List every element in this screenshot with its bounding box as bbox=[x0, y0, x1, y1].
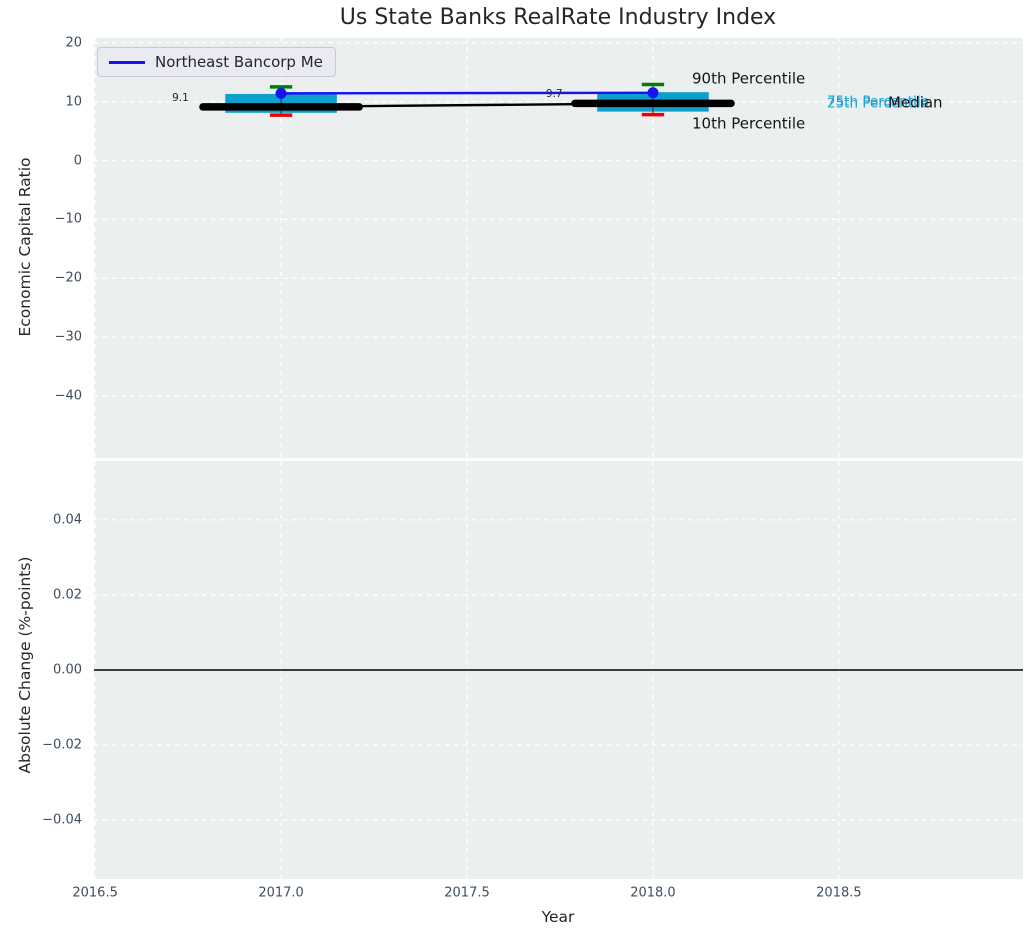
annotation-9-1: 9.1 bbox=[172, 91, 189, 104]
xtick-label: 2018.0 bbox=[630, 885, 676, 901]
top-ytick-label: −20 bbox=[54, 270, 82, 286]
bottom-y-axis-label: Absolute Change (%-points) bbox=[16, 556, 34, 774]
xtick-label: 2018.5 bbox=[816, 885, 862, 901]
company-point bbox=[647, 87, 659, 99]
x-axis-label: Year bbox=[541, 908, 575, 926]
top-ytick-label: 0 bbox=[73, 153, 82, 169]
chart-title: Us State Banks RealRate Industry Index bbox=[339, 5, 777, 30]
xtick-label: 2017.0 bbox=[258, 885, 304, 901]
legend-label: Northeast Bancorp Me bbox=[155, 53, 323, 71]
top-ytick-label: −30 bbox=[54, 329, 82, 345]
bottom-ytick-label: −0.04 bbox=[42, 812, 82, 828]
annotation-10th-percentile: 10th Percentile bbox=[692, 114, 806, 133]
bottom-ytick-label: −0.02 bbox=[42, 737, 82, 753]
bottom-ytick-label: 0.04 bbox=[53, 512, 82, 528]
company-point bbox=[275, 87, 287, 99]
annotation-9-7: 9.7 bbox=[545, 87, 563, 100]
bottom-ytick-label: 0.02 bbox=[53, 587, 82, 603]
top-ytick-label: −40 bbox=[54, 388, 82, 404]
annotation-75th-percentile: 75th Percentile bbox=[827, 93, 929, 110]
legend: Northeast Bancorp Me bbox=[97, 47, 336, 77]
legend-line-swatch-icon bbox=[109, 60, 145, 64]
xtick-label: 2017.5 bbox=[444, 885, 490, 901]
top-ytick-label: −10 bbox=[54, 211, 82, 227]
annotation-25th-percentile: 25th Percentile bbox=[827, 95, 929, 112]
top-ytick-label: 10 bbox=[65, 94, 82, 110]
bottom-ytick-label: 0.00 bbox=[53, 662, 82, 678]
top-ytick-label: 20 bbox=[65, 35, 82, 51]
annotation-median: Median bbox=[888, 93, 943, 111]
company-line bbox=[281, 91, 653, 95]
xtick-label: 2016.5 bbox=[72, 885, 118, 901]
top-y-axis-label: Economic Capital Ratio bbox=[16, 157, 34, 337]
annotation-90th-percentile: 90th Percentile bbox=[692, 69, 806, 88]
